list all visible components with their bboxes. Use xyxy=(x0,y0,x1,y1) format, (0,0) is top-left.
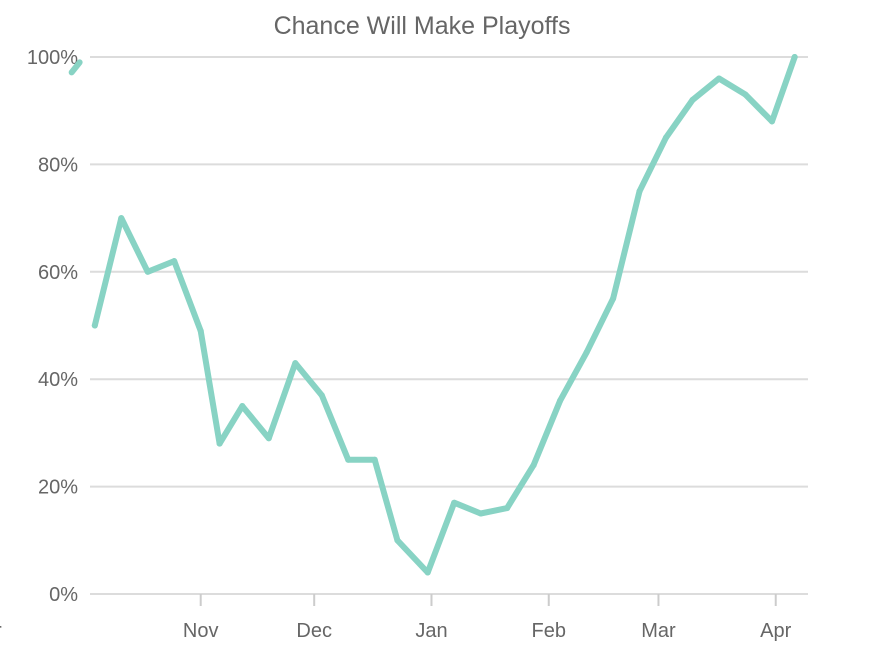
data-point xyxy=(144,268,151,275)
x-tick-label: Jan xyxy=(415,620,447,642)
data-point xyxy=(610,295,617,302)
data-point xyxy=(91,322,98,329)
x-tick-label: Apr xyxy=(760,620,791,642)
y-tick-label: 100% xyxy=(27,47,78,69)
x-tick-label: Nov xyxy=(183,620,219,642)
data-point xyxy=(451,499,458,506)
series-line-fragment xyxy=(68,59,83,76)
data-point xyxy=(292,360,299,367)
data-point xyxy=(715,75,722,82)
x-axis: Nov Dec Jan Feb Mar Apr r xyxy=(0,594,792,642)
data-point xyxy=(768,118,775,125)
y-tick-label: 20% xyxy=(38,477,78,499)
data-point xyxy=(371,456,378,463)
y-tick-label: 0% xyxy=(49,584,78,606)
y-tick-label: 40% xyxy=(38,369,78,391)
data-point xyxy=(197,327,204,334)
x-tick-label: Feb xyxy=(532,620,566,642)
series-line xyxy=(91,54,798,576)
data-point xyxy=(636,188,643,195)
data-point xyxy=(663,134,670,141)
data-point xyxy=(791,54,798,60)
data-point xyxy=(557,397,564,404)
data-point xyxy=(530,462,537,469)
data-point xyxy=(239,403,246,410)
data-point xyxy=(742,91,749,98)
data-point xyxy=(318,392,325,399)
data-point xyxy=(504,505,511,512)
data-point xyxy=(477,510,484,517)
data-point xyxy=(171,258,178,265)
data-point xyxy=(216,440,223,447)
y-tick-label: 60% xyxy=(38,262,78,284)
x-tick-label-clipped: r xyxy=(0,620,2,642)
data-point xyxy=(345,456,352,463)
data-point xyxy=(689,96,696,103)
series-layer xyxy=(68,54,798,576)
data-point xyxy=(265,435,272,442)
x-tick-label: Mar xyxy=(641,620,676,642)
x-tick-label: Dec xyxy=(296,620,332,642)
data-point xyxy=(424,569,431,576)
y-axis: 0% 20% 40% 60% 80% 100% xyxy=(27,47,78,606)
chart-title: Chance Will Make Playoffs xyxy=(274,12,571,40)
y-tick-label: 80% xyxy=(38,154,78,176)
data-point xyxy=(583,349,590,356)
data-point xyxy=(394,537,401,544)
data-point xyxy=(118,215,125,222)
